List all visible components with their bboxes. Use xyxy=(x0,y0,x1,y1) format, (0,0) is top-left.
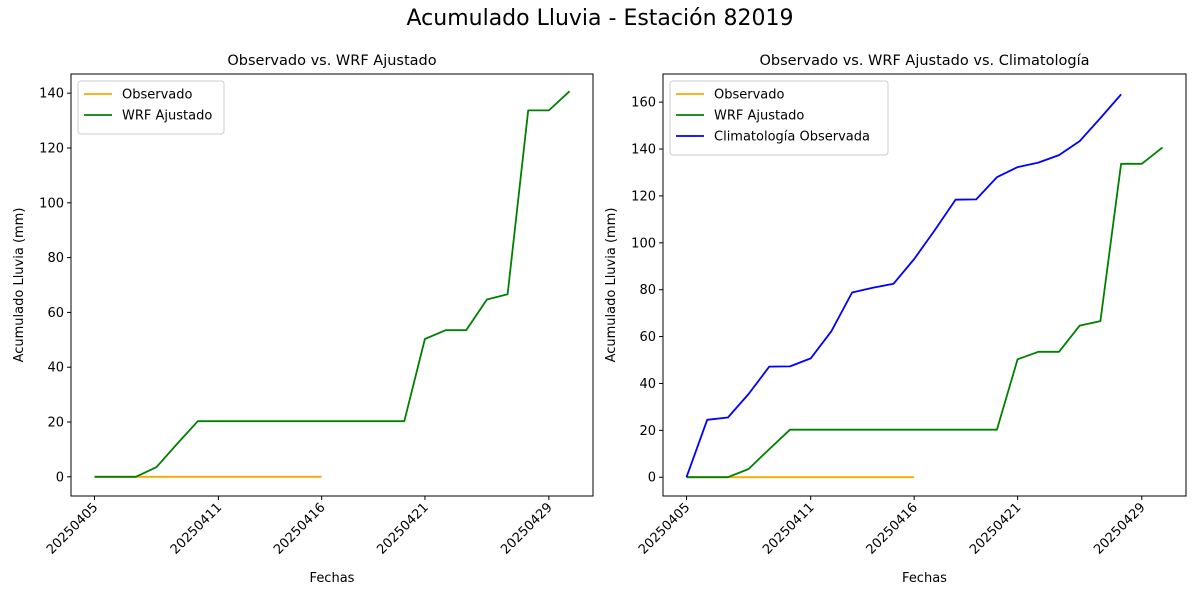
chart1-ytick-label: 100 xyxy=(39,196,64,211)
chart1-legend-box xyxy=(77,80,225,135)
chart2-series-line-3 xyxy=(685,93,1122,478)
chart2-legend-box xyxy=(669,80,889,156)
chart2-ytick-label: 140 xyxy=(631,143,656,158)
chart2-plot-frame xyxy=(662,73,1187,497)
chart2-xtick-label: 20250429 xyxy=(1091,500,1148,557)
chart2-ytick-label: 20 xyxy=(639,424,656,439)
figure-suptitle: Acumulado Lluvia - Estación 82019 xyxy=(406,6,794,31)
chart2-ytick-label: 40 xyxy=(639,377,656,392)
chart1-ytick-label: 140 xyxy=(39,87,64,102)
chart1-series-line-2 xyxy=(94,90,571,478)
chart2-legend-label-3: Climatología Observada xyxy=(714,130,870,145)
chart2-ylabel: Acumulado Lluvia (mm) xyxy=(604,208,619,363)
chart1-xtick-label: 20250405 xyxy=(44,500,101,557)
chart1-xtick-label: 20250429 xyxy=(498,500,555,557)
chart1-ytick-label: 60 xyxy=(47,306,64,321)
chart1-xtick-label: 20250416 xyxy=(271,500,328,557)
chart2-ytick-label: 0 xyxy=(648,471,656,486)
chart1-ytick-label: 80 xyxy=(47,251,64,266)
chart2-xtick-label: 20250405 xyxy=(636,500,693,557)
chart1-ytick-label: 40 xyxy=(47,361,64,376)
chart1-ylabel: Acumulado Lluvia (mm) xyxy=(12,208,27,363)
chart2-ytick-label: 80 xyxy=(639,283,656,298)
chart1-xlabel: Fechas xyxy=(310,571,355,586)
chart2-xtick-label: 20250411 xyxy=(760,500,817,557)
chart2-xtick-label: 20250421 xyxy=(967,500,1024,557)
chart1-ytick-label: 20 xyxy=(47,416,64,431)
chart1-plot-frame xyxy=(70,73,594,497)
chart1-xtick-label: 20250411 xyxy=(168,500,225,557)
chart2-legend-label-2: WRF Ajustado xyxy=(714,109,804,124)
chart1-xtick-label: 20250421 xyxy=(374,500,431,557)
chart1-legend-label-1: Observado xyxy=(122,88,193,103)
chart2-ytick-label: 160 xyxy=(631,96,656,111)
chart1-legend-label-2: WRF Ajustado xyxy=(122,109,212,124)
chart2-ytick-label: 120 xyxy=(631,189,656,204)
chart2-ytick-label: 60 xyxy=(639,330,656,345)
chart2-legend-label-1: Observado xyxy=(714,88,785,103)
chart2-series-line-2 xyxy=(686,146,1164,479)
chart2-xlabel: Fechas xyxy=(902,571,947,586)
chart1-ytick-label: 0 xyxy=(56,470,64,485)
chart1-ytick-label: 120 xyxy=(39,141,64,156)
chart2-title: Observado vs. WRF Ajustado vs. Climatolo… xyxy=(760,53,1090,69)
chart1-title: Observado vs. WRF Ajustado xyxy=(227,53,436,69)
chart2-ytick-label: 100 xyxy=(631,236,656,251)
chart2-xtick-label: 20250416 xyxy=(864,500,921,557)
